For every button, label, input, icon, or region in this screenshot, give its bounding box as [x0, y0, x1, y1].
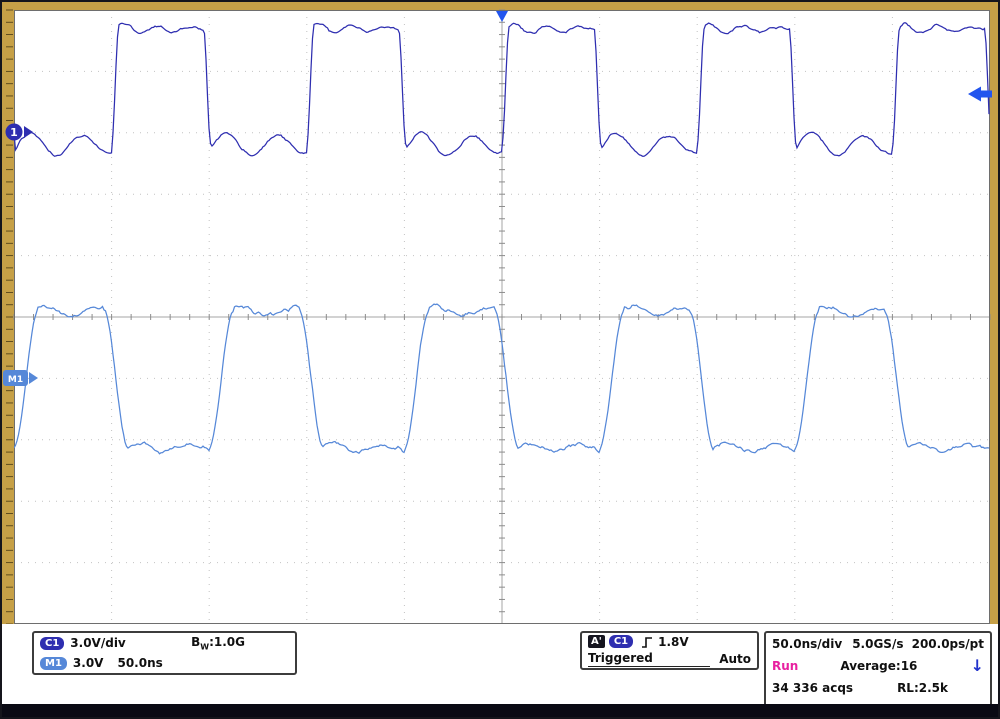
math1-badge[interactable]: M1: [40, 656, 67, 670]
rising-edge-icon: [642, 636, 653, 648]
timebase-readout: 50.0ns/div: [772, 637, 843, 651]
m1-scale-readout: 3.0V: [72, 656, 104, 670]
ch1-scale-readout: 3.0V/div: [70, 636, 126, 650]
resolution-readout: 200.0ps/pt: [911, 637, 984, 651]
m1-timebase-readout: 50.0ns: [117, 656, 163, 670]
record-length-readout: RL:2.5k: [897, 681, 948, 695]
down-arrow-icon[interactable]: ↓: [970, 656, 984, 675]
ch1-marker-label: 1: [10, 126, 18, 139]
bw-prefix: B: [191, 634, 201, 649]
trigger-status: Triggered: [588, 651, 710, 667]
trace-layer: [14, 22, 990, 455]
vertical-readout-box: C1 3.0V/div BW:1.0G M1 3.0V 50.0ns: [32, 631, 297, 675]
bw-subscript: W: [200, 642, 210, 652]
ch1-marker[interactable]: 1: [5, 123, 34, 141]
m1-marker-label: M1: [8, 375, 23, 385]
trigger-source-badge[interactable]: C1: [608, 635, 634, 648]
trigger-level-marker[interactable]: [968, 86, 992, 102]
trigger-position-marker[interactable]: [496, 11, 508, 22]
m1-marker[interactable]: M1: [3, 370, 38, 386]
trigger-readout-box: A' C1 1.8V Triggered Auto: [580, 631, 759, 670]
trigger-level-readout: 1.8V: [658, 634, 689, 649]
waveform-display: 1 M1: [2, 2, 998, 627]
bw-value: :1.0G: [209, 634, 245, 649]
acquisitions-readout: 34 336 acqs: [772, 681, 854, 695]
horizontal-readout-box: 50.0ns/div 5.0GS/s 200.0ps/pt Run Averag…: [764, 631, 992, 707]
trigger-mode: Auto: [719, 651, 751, 666]
run-state: Run: [772, 659, 799, 673]
trigger-a-badge[interactable]: A': [588, 635, 605, 648]
sample-rate-readout: 5.0GS/s: [852, 637, 904, 651]
readout-bar: C1 3.0V/div BW:1.0G M1 3.0V 50.0ns A' C1…: [2, 624, 998, 708]
frame-left: [2, 2, 14, 627]
trace-M1: [14, 303, 990, 455]
frame-right: [990, 2, 998, 627]
bottom-bar: [2, 704, 998, 717]
frame-top: [2, 2, 998, 10]
ch1-bandwidth-readout: BW:1.0G: [191, 635, 245, 651]
average-readout: Average:16: [840, 659, 918, 673]
trace-C1: [14, 22, 990, 157]
channel1-badge[interactable]: C1: [40, 636, 65, 650]
